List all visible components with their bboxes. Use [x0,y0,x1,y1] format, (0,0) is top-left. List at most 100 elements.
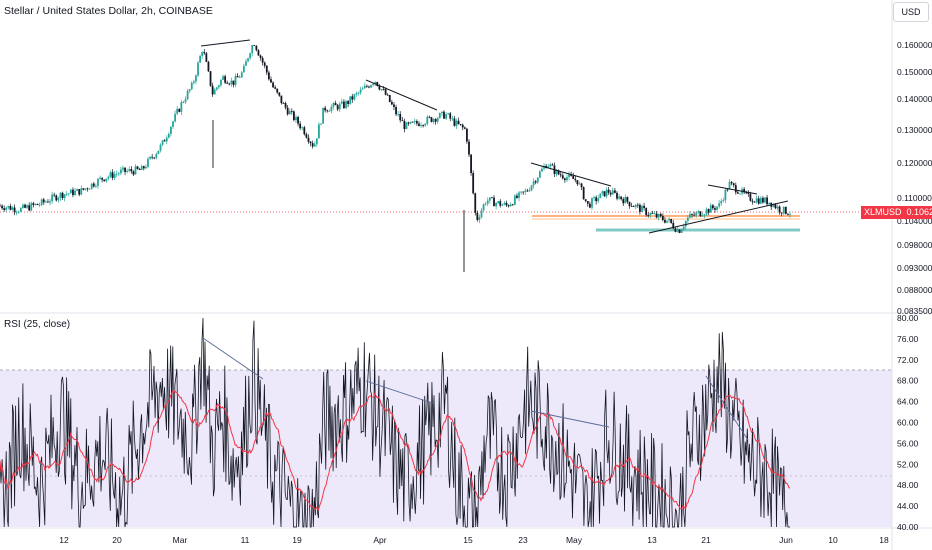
price-candle [390,101,393,105]
price-candle [282,103,285,104]
price-candle [134,166,137,175]
price-candle [280,95,283,104]
price-candle [572,175,575,180]
price-candle [743,189,746,193]
price-candle [472,173,475,194]
price-candle [65,193,68,195]
price-candle [103,179,106,182]
price-candle [78,189,81,195]
price-candle [476,212,479,220]
price-candle [666,220,668,223]
price-candle [634,204,637,207]
price-candle [205,53,208,62]
price-candle [605,189,608,197]
price-candle [641,205,643,212]
price-candle [145,166,147,169]
price-candle [228,83,231,85]
price-candle [105,178,108,182]
price-candle [355,93,358,95]
price-candle [591,198,593,208]
price-candle [197,62,199,76]
price-candle [288,111,291,115]
price-candle [253,45,256,46]
rsi-y-tick: 68.00 [897,376,919,386]
price-candle [7,205,10,208]
price-candle [186,91,189,100]
price-candle [290,111,293,112]
price-candle [372,84,375,86]
x-tick: 11 [241,535,250,545]
price-candle [384,89,387,95]
price-candle [422,125,425,126]
price-candle [157,150,160,154]
price-candle [226,82,229,84]
price-candle [67,193,70,195]
price-candle [566,177,568,181]
price-candle [574,179,577,181]
x-tick: 15 [463,535,473,545]
price-candle [655,213,658,218]
price-candle [699,211,702,217]
price-candle [368,86,370,88]
price-candle [645,208,648,216]
price-candle [74,190,76,196]
price-candle [161,140,164,145]
price-candle [343,101,345,109]
price-candle [222,76,224,80]
price-candle [151,156,154,158]
price-candle [518,192,520,198]
price-candle [730,182,733,184]
price-candle [426,116,429,124]
price-candle [3,208,6,210]
price-candle [682,226,685,230]
price-candle [405,122,408,130]
rsi-y-axis: 80.00 76.00 72.00 68.00 64.00 60.00 56.00 52.00… [897,313,919,532]
price-candle [455,120,458,126]
price-candle [672,222,675,229]
price-candle [272,82,274,88]
price-candle [99,177,101,179]
price-candle [128,169,131,171]
price-candle [34,203,37,205]
price-candle [534,181,537,183]
rsi-trendlines[interactable] [202,337,749,441]
price-candle [466,128,468,142]
price-candle [559,174,562,176]
price-candle [639,204,641,212]
price-candle [630,206,633,207]
price-candle [418,123,420,126]
x-tick: Jun [779,535,793,545]
x-tick: May [566,535,583,545]
price-candle [301,127,304,129]
x-tick: 21 [701,535,711,545]
price-trendlines[interactable] [200,39,789,234]
price-candle [578,183,581,185]
price-candle [649,213,652,216]
price-candle [461,124,464,128]
price-candle [111,172,114,178]
price-candle [680,229,683,233]
price-tag-symbol: XLMUSD [861,206,905,219]
currency-button[interactable]: USD [893,2,929,22]
price-candle [94,185,97,187]
x-tick: 20 [112,535,122,545]
price-candle [509,204,512,207]
price-candle [270,79,272,83]
price-candle [124,167,126,172]
price-candle [261,57,264,63]
price-candle [670,218,673,223]
price-candle [588,203,591,208]
price-candle [332,103,335,107]
price-candle [299,123,302,129]
price-candle [543,165,545,169]
price-candle [24,204,26,208]
price-candle [789,214,791,216]
price-candle [643,205,645,209]
price-candle [293,111,295,121]
price-candle [217,85,220,88]
price-candle [689,214,691,218]
price-candle [459,124,462,125]
price-candle [382,88,385,90]
trendline-1 [200,39,251,47]
